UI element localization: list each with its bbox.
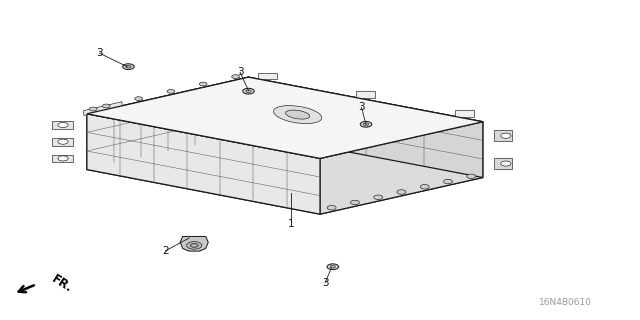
Circle shape [190, 244, 198, 247]
Circle shape [232, 75, 239, 79]
Circle shape [243, 88, 254, 94]
Polygon shape [84, 102, 122, 116]
Text: 16N4B0610: 16N4B0610 [540, 298, 593, 307]
Circle shape [500, 161, 511, 166]
Polygon shape [87, 77, 248, 170]
Circle shape [58, 139, 68, 144]
Circle shape [500, 133, 511, 138]
Text: 3: 3 [358, 102, 365, 112]
Text: 1: 1 [288, 219, 294, 229]
Text: 3: 3 [322, 278, 328, 288]
Circle shape [444, 179, 452, 184]
Circle shape [420, 185, 429, 189]
Circle shape [167, 89, 175, 93]
Circle shape [58, 156, 68, 161]
Circle shape [327, 205, 336, 210]
Text: 2: 2 [162, 246, 169, 256]
Circle shape [467, 174, 476, 179]
Circle shape [374, 195, 383, 199]
Text: FR.: FR. [49, 272, 75, 295]
Polygon shape [87, 114, 320, 214]
Circle shape [360, 122, 372, 127]
Circle shape [330, 266, 335, 268]
Circle shape [58, 123, 68, 127]
Text: 3: 3 [97, 48, 103, 58]
Circle shape [102, 104, 110, 108]
Polygon shape [320, 122, 483, 214]
Circle shape [123, 64, 134, 69]
Circle shape [135, 97, 143, 100]
Polygon shape [258, 73, 277, 79]
Circle shape [200, 82, 207, 86]
Polygon shape [87, 133, 483, 214]
Circle shape [246, 90, 251, 92]
Circle shape [364, 123, 369, 126]
Circle shape [186, 242, 202, 249]
Polygon shape [248, 77, 483, 178]
Circle shape [351, 200, 360, 205]
Circle shape [327, 264, 339, 270]
Polygon shape [494, 130, 512, 141]
Circle shape [397, 190, 406, 194]
Polygon shape [52, 138, 73, 146]
Circle shape [90, 107, 97, 111]
Ellipse shape [273, 106, 322, 124]
Polygon shape [87, 77, 483, 158]
Polygon shape [52, 121, 73, 129]
Text: 3: 3 [237, 68, 243, 77]
Polygon shape [180, 236, 208, 251]
Circle shape [126, 65, 131, 68]
Polygon shape [454, 110, 474, 116]
Polygon shape [356, 92, 375, 98]
Ellipse shape [285, 110, 310, 119]
Polygon shape [494, 158, 512, 169]
Polygon shape [52, 155, 73, 162]
